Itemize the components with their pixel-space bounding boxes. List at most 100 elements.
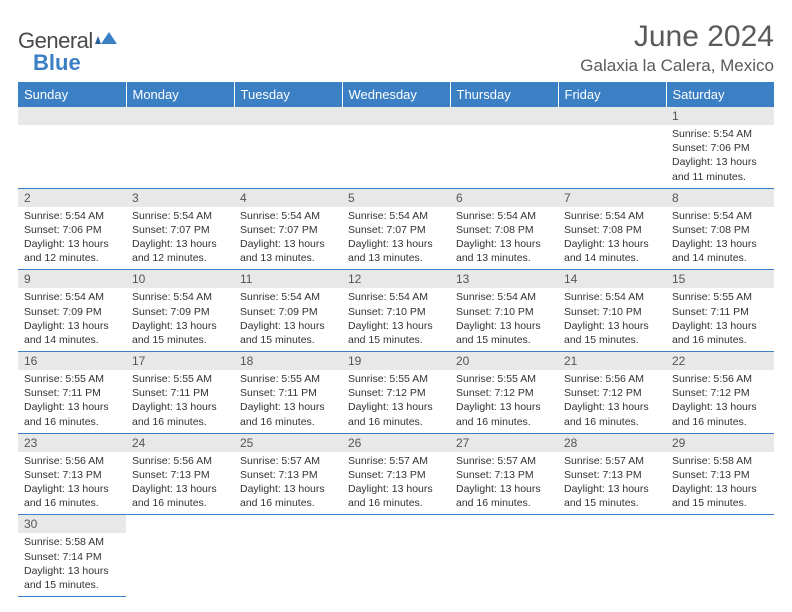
calendar-cell: 19Sunrise: 5:55 AMSunset: 7:12 PMDayligh… [342,352,450,434]
day-number-empty [450,107,558,125]
day-details: Sunrise: 5:54 AMSunset: 7:08 PMDaylight:… [450,207,558,270]
calendar-table: SundayMondayTuesdayWednesdayThursdayFrid… [18,82,774,597]
calendar-cell: 28Sunrise: 5:57 AMSunset: 7:13 PMDayligh… [558,433,666,515]
calendar-cell: 24Sunrise: 5:56 AMSunset: 7:13 PMDayligh… [126,433,234,515]
day-number: 18 [234,352,342,370]
calendar-cell [450,515,558,597]
calendar-cell: 29Sunrise: 5:58 AMSunset: 7:13 PMDayligh… [666,433,774,515]
calendar-cell [666,515,774,597]
calendar-row: 16Sunrise: 5:55 AMSunset: 7:11 PMDayligh… [18,352,774,434]
day-details: Sunrise: 5:54 AMSunset: 7:08 PMDaylight:… [666,207,774,270]
calendar-cell [450,107,558,188]
calendar-cell [234,515,342,597]
calendar-row: 9Sunrise: 5:54 AMSunset: 7:09 PMDaylight… [18,270,774,352]
calendar-cell [126,107,234,188]
flag-icon [95,30,121,53]
weekday-header: Wednesday [342,82,450,107]
calendar-cell [342,515,450,597]
weekday-header: Sunday [18,82,126,107]
day-number: 12 [342,270,450,288]
day-number: 19 [342,352,450,370]
calendar-cell: 2Sunrise: 5:54 AMSunset: 7:06 PMDaylight… [18,188,126,270]
day-details: Sunrise: 5:54 AMSunset: 7:10 PMDaylight:… [450,288,558,351]
day-details: Sunrise: 5:55 AMSunset: 7:11 PMDaylight:… [234,370,342,433]
calendar-row: 23Sunrise: 5:56 AMSunset: 7:13 PMDayligh… [18,433,774,515]
calendar-cell: 20Sunrise: 5:55 AMSunset: 7:12 PMDayligh… [450,352,558,434]
weekday-header: Monday [126,82,234,107]
calendar-cell: 26Sunrise: 5:57 AMSunset: 7:13 PMDayligh… [342,433,450,515]
weekday-header: Saturday [666,82,774,107]
day-number: 5 [342,189,450,207]
day-number-empty [342,107,450,125]
calendar-cell: 21Sunrise: 5:56 AMSunset: 7:12 PMDayligh… [558,352,666,434]
month-title: June 2024 [580,20,774,54]
calendar-cell: 8Sunrise: 5:54 AMSunset: 7:08 PMDaylight… [666,188,774,270]
day-details: Sunrise: 5:56 AMSunset: 7:13 PMDaylight:… [126,452,234,515]
day-details: Sunrise: 5:57 AMSunset: 7:13 PMDaylight:… [234,452,342,515]
day-details: Sunrise: 5:55 AMSunset: 7:12 PMDaylight:… [450,370,558,433]
calendar-cell: 3Sunrise: 5:54 AMSunset: 7:07 PMDaylight… [126,188,234,270]
day-details: Sunrise: 5:58 AMSunset: 7:14 PMDaylight:… [18,533,126,596]
calendar-cell: 1Sunrise: 5:54 AMSunset: 7:06 PMDaylight… [666,107,774,188]
day-number: 10 [126,270,234,288]
calendar-row: 30Sunrise: 5:58 AMSunset: 7:14 PMDayligh… [18,515,774,597]
day-number: 25 [234,434,342,452]
day-details: Sunrise: 5:54 AMSunset: 7:09 PMDaylight:… [234,288,342,351]
calendar-cell: 18Sunrise: 5:55 AMSunset: 7:11 PMDayligh… [234,352,342,434]
day-number: 9 [18,270,126,288]
day-number: 8 [666,189,774,207]
calendar-cell: 25Sunrise: 5:57 AMSunset: 7:13 PMDayligh… [234,433,342,515]
day-number: 14 [558,270,666,288]
location: Galaxia la Calera, Mexico [580,56,774,76]
day-details: Sunrise: 5:54 AMSunset: 7:09 PMDaylight:… [126,288,234,351]
calendar-cell: 9Sunrise: 5:54 AMSunset: 7:09 PMDaylight… [18,270,126,352]
calendar-cell [234,107,342,188]
day-number: 17 [126,352,234,370]
day-details: Sunrise: 5:54 AMSunset: 7:06 PMDaylight:… [18,207,126,270]
calendar-cell: 15Sunrise: 5:55 AMSunset: 7:11 PMDayligh… [666,270,774,352]
weekday-header: Thursday [450,82,558,107]
calendar-cell: 13Sunrise: 5:54 AMSunset: 7:10 PMDayligh… [450,270,558,352]
day-number: 13 [450,270,558,288]
day-number: 23 [18,434,126,452]
day-number: 24 [126,434,234,452]
weekday-header-row: SundayMondayTuesdayWednesdayThursdayFrid… [18,82,774,107]
day-details: Sunrise: 5:54 AMSunset: 7:08 PMDaylight:… [558,207,666,270]
day-number-empty [18,107,126,125]
day-details: Sunrise: 5:54 AMSunset: 7:09 PMDaylight:… [18,288,126,351]
day-details: Sunrise: 5:55 AMSunset: 7:11 PMDaylight:… [126,370,234,433]
day-number: 30 [18,515,126,533]
day-details: Sunrise: 5:54 AMSunset: 7:07 PMDaylight:… [126,207,234,270]
day-number: 7 [558,189,666,207]
calendar-cell: 5Sunrise: 5:54 AMSunset: 7:07 PMDaylight… [342,188,450,270]
calendar-cell [18,107,126,188]
weekday-header: Friday [558,82,666,107]
day-number: 6 [450,189,558,207]
day-number: 28 [558,434,666,452]
calendar-cell: 27Sunrise: 5:57 AMSunset: 7:13 PMDayligh… [450,433,558,515]
day-number: 20 [450,352,558,370]
day-details: Sunrise: 5:54 AMSunset: 7:07 PMDaylight:… [234,207,342,270]
calendar-cell [558,515,666,597]
calendar-cell: 16Sunrise: 5:55 AMSunset: 7:11 PMDayligh… [18,352,126,434]
day-details: Sunrise: 5:57 AMSunset: 7:13 PMDaylight:… [558,452,666,515]
calendar-cell: 30Sunrise: 5:58 AMSunset: 7:14 PMDayligh… [18,515,126,597]
day-number: 21 [558,352,666,370]
logo-text-blue: Blue [33,50,81,76]
day-details: Sunrise: 5:56 AMSunset: 7:12 PMDaylight:… [558,370,666,433]
day-number: 22 [666,352,774,370]
day-details: Sunrise: 5:57 AMSunset: 7:13 PMDaylight:… [342,452,450,515]
calendar-cell: 14Sunrise: 5:54 AMSunset: 7:10 PMDayligh… [558,270,666,352]
calendar-cell: 4Sunrise: 5:54 AMSunset: 7:07 PMDaylight… [234,188,342,270]
day-details: Sunrise: 5:54 AMSunset: 7:07 PMDaylight:… [342,207,450,270]
day-number: 4 [234,189,342,207]
day-details: Sunrise: 5:58 AMSunset: 7:13 PMDaylight:… [666,452,774,515]
day-number: 26 [342,434,450,452]
day-details: Sunrise: 5:57 AMSunset: 7:13 PMDaylight:… [450,452,558,515]
calendar-body: 1 Sunrise: 5:54 AMSunset: 7:06 PMDaylight… [18,107,774,597]
calendar-cell: 10Sunrise: 5:54 AMSunset: 7:09 PMDayligh… [126,270,234,352]
header: General June 2024 Galaxia la Calera, Mex… [18,20,774,76]
calendar-row: 1Sunrise: 5:54 AMSunset: 7:06 PMDaylight… [18,107,774,188]
day-number: 27 [450,434,558,452]
day-number: 1 [666,107,774,125]
